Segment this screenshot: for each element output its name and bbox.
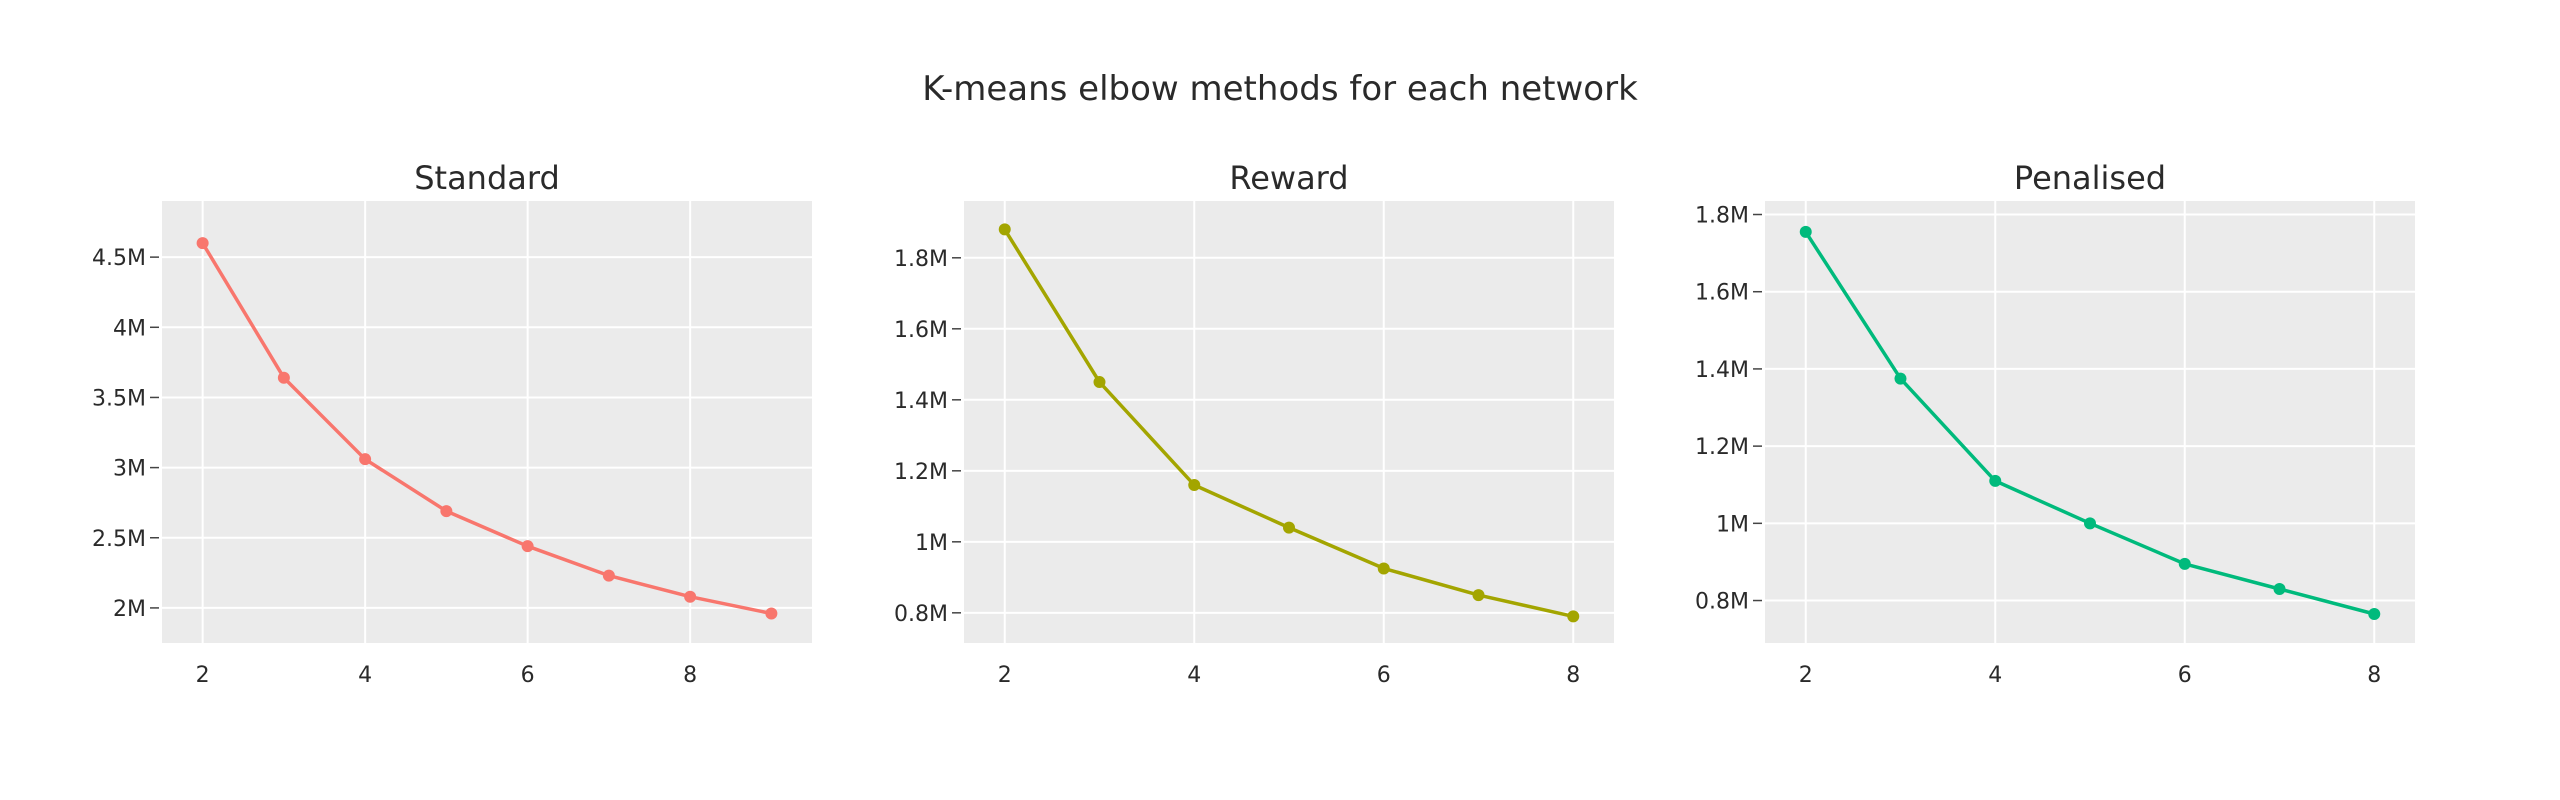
y-tick-label: 1.4M [894,389,948,414]
y-tick-label: 3.5M [92,386,146,411]
data-point [602,569,615,582]
y-tick-label: 3M [113,457,146,482]
x-tick-label: 8 [2367,663,2381,688]
data-point [2084,517,2096,530]
y-tick-label: 1.2M [894,460,948,485]
data-point [359,453,372,466]
data-point [1894,372,1907,385]
data-point [1472,589,1485,602]
data-point [440,505,453,518]
x-tick-label: 4 [1187,663,1201,688]
plot-area [1765,201,2415,643]
plot-area [964,201,1614,643]
data-point [1799,225,1812,238]
y-tick-label: 2.5M [92,527,146,552]
subplot-1: Reward 2 4 6 8 0.8M 1M 1.2M 1.4M 1.6M 1.8M [894,159,1614,688]
x-tick-label: 2 [998,663,1012,688]
y-tick-label: 0.8M [1695,590,1749,615]
y-tick-label: 1.8M [1695,204,1749,229]
data-point [1989,474,2002,487]
y-tick-label: 0.8M [894,602,948,627]
subplot-2: Penalised 2 4 6 8 0.8M 1M 1.2M 1.4M 1.6M 1.8M [1695,159,2415,688]
data-point [684,590,697,603]
y-tick-label: 1.4M [1695,358,1749,383]
y-tick-label: 1M [915,531,948,556]
x-tick-label: 6 [2178,663,2192,688]
data-point [196,237,209,250]
data-point [1188,479,1201,492]
data-point [1567,610,1580,623]
subplot-title: Reward [1229,159,1348,197]
data-point [277,371,290,384]
series-line [200,241,774,616]
y-tick-label: 1M [1716,512,1749,537]
y-tick-label: 1.8M [894,247,948,272]
data-point [2178,557,2191,570]
data-point [1377,562,1390,575]
data-point [2368,608,2381,621]
y-tick-label: 1.6M [1695,281,1749,306]
y-tick-label: 4.5M [92,246,146,271]
x-tick-label: 6 [521,663,535,688]
x-tick-label: 4 [1988,663,2002,688]
x-tick-label: 8 [1566,663,1580,688]
subplot-title: Penalised [2014,159,2166,197]
data-point [1283,521,1295,534]
subplot-panels: Standard 2 4 6 8 2M 2.5M 3M 3.5M 4M 4.5M Reward 2 4 6 8… [92,159,2415,688]
y-tick-label: 4M [113,316,146,341]
data-point [1093,376,1106,389]
y-tick-label: 1.2M [1695,435,1749,460]
plot-area [162,201,812,643]
y-tick-label: 1.6M [894,318,948,343]
subplot-title: Standard [414,159,560,197]
data-point [998,223,1011,236]
data-point [2273,582,2286,595]
data-point [521,540,534,553]
y-tick-label: 2M [113,597,146,622]
x-tick-label: 6 [1377,663,1391,688]
x-tick-label: 8 [683,663,697,688]
x-tick-label: 4 [358,663,372,688]
x-tick-label: 2 [196,663,210,688]
subplot-0: Standard 2 4 6 8 2M 2.5M 3M 3.5M 4M 4.5M [92,159,812,688]
data-point [765,607,778,620]
figure-title: K-means elbow methods for each network [922,69,1638,109]
x-tick-label: 2 [1799,663,1813,688]
